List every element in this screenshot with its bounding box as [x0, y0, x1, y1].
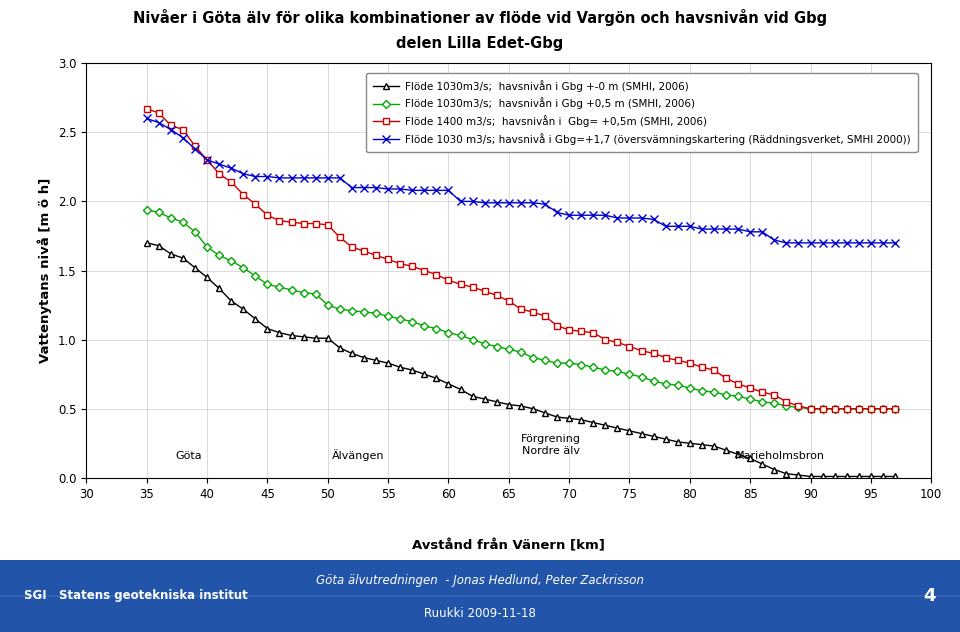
Flöde 1030 m3/s; havsnivå i Gbg=+1,7 (översvämningskartering (Räddningsverket, SMHI 2000)) — [491, 199, 502, 207]
Flöde 1030m3/s;  havsnivån i Gbg +0,5 m (SMHI, 2006) — [141, 206, 153, 214]
Flöde 1030 m3/s; havsnivå i Gbg=+1,7 (översvämningskartering (Räddningsverket, SMHI 2000)) — [877, 239, 889, 246]
Line: Flöde 1030 m3/s; havsnivå i Gbg=+1,7 (översvämningskartering (Räddningsverket, SMHI 2000)): Flöde 1030 m3/s; havsnivå i Gbg=+1,7 (öv… — [143, 114, 900, 247]
Flöde 1400 m3/s;  havsnivån i  Gbg= +0,5m (SMHI, 2006) — [660, 354, 671, 362]
Text: Ruukki 2009-11-18: Ruukki 2009-11-18 — [424, 607, 536, 620]
Flöde 1400 m3/s;  havsnivån i  Gbg= +0,5m (SMHI, 2006) — [877, 405, 889, 413]
Flöde 1030m3/s;  havsnivån i Gbg +0,5 m (SMHI, 2006) — [347, 307, 358, 314]
Flöde 1030m3/s;  havsnivån i Gbg +0,5 m (SMHI, 2006) — [877, 405, 889, 413]
Flöde 1030m3/s;  havsnivån i Gbg +-0 m (SMHI, 2006) — [347, 349, 358, 357]
Flöde 1400 m3/s;  havsnivån i  Gbg= +0,5m (SMHI, 2006) — [371, 252, 382, 259]
Flöde 1030m3/s;  havsnivån i Gbg +-0 m (SMHI, 2006) — [804, 473, 816, 480]
Text: Nivåer i Göta älv för olika kombinationer av flöde vid Vargön och havsnivån vid : Nivåer i Göta älv för olika kombinatione… — [132, 9, 828, 25]
Flöde 1400 m3/s;  havsnivån i  Gbg= +0,5m (SMHI, 2006) — [347, 243, 358, 251]
Text: 4: 4 — [924, 587, 936, 605]
Flöde 1030m3/s;  havsnivån i Gbg +-0 m (SMHI, 2006) — [660, 435, 671, 443]
Flöde 1030 m3/s; havsnivå i Gbg=+1,7 (översvämningskartering (Räddningsverket, SMHI 2000)) — [347, 184, 358, 191]
Flöde 1030m3/s;  havsnivån i Gbg +0,5 m (SMHI, 2006) — [516, 348, 527, 356]
Flöde 1030m3/s;  havsnivån i Gbg +-0 m (SMHI, 2006) — [877, 473, 889, 480]
Line: Flöde 1030m3/s;  havsnivån i Gbg +0,5 m (SMHI, 2006): Flöde 1030m3/s; havsnivån i Gbg +0,5 m (… — [144, 207, 898, 411]
Text: Göta: Göta — [176, 451, 203, 461]
Flöde 1030m3/s;  havsnivån i Gbg +-0 m (SMHI, 2006) — [516, 402, 527, 410]
Flöde 1400 m3/s;  havsnivån i  Gbg= +0,5m (SMHI, 2006) — [491, 291, 502, 299]
Text: Göta älvutredningen  - Jonas Hedlund, Peter Zackrisson: Göta älvutredningen - Jonas Hedlund, Pet… — [316, 574, 644, 586]
Line: Flöde 1030m3/s;  havsnivån i Gbg +-0 m (SMHI, 2006): Flöde 1030m3/s; havsnivån i Gbg +-0 m (S… — [143, 240, 899, 480]
Flöde 1400 m3/s;  havsnivån i  Gbg= +0,5m (SMHI, 2006) — [141, 105, 153, 112]
Text: Älvängen: Älvängen — [332, 449, 384, 461]
Flöde 1030m3/s;  havsnivån i Gbg +0,5 m (SMHI, 2006) — [660, 380, 671, 387]
Flöde 1030m3/s;  havsnivån i Gbg +-0 m (SMHI, 2006) — [141, 239, 153, 246]
Flöde 1400 m3/s;  havsnivån i  Gbg= +0,5m (SMHI, 2006) — [516, 305, 527, 313]
Flöde 1030m3/s;  havsnivån i Gbg +0,5 m (SMHI, 2006) — [804, 405, 816, 413]
Flöde 1030 m3/s; havsnivå i Gbg=+1,7 (översvämningskartering (Räddningsverket, SMHI 2000)) — [516, 199, 527, 207]
Flöde 1030m3/s;  havsnivån i Gbg +0,5 m (SMHI, 2006) — [371, 310, 382, 317]
Legend: Flöde 1030m3/s;  havsnivån i Gbg +-0 m (SMHI, 2006), Flöde 1030m3/s;  havsnivån : Flöde 1030m3/s; havsnivån i Gbg +-0 m (S… — [366, 73, 918, 152]
Text: delen Lilla Edet-Gbg: delen Lilla Edet-Gbg — [396, 36, 564, 51]
Flöde 1030 m3/s; havsnivå i Gbg=+1,7 (översvämningskartering (Räddningsverket, SMHI 2000)) — [141, 114, 153, 122]
Flöde 1030 m3/s; havsnivå i Gbg=+1,7 (översvämningskartering (Räddningsverket, SMHI 2000)) — [371, 184, 382, 191]
Flöde 1030m3/s;  havsnivån i Gbg +-0 m (SMHI, 2006) — [491, 398, 502, 406]
Flöde 1030m3/s;  havsnivån i Gbg +-0 m (SMHI, 2006) — [371, 356, 382, 364]
Text: Förgrening
Nordre älv: Förgrening Nordre älv — [521, 434, 581, 456]
X-axis label: Avstånd från Vänern [km]: Avstånd från Vänern [km] — [413, 540, 605, 552]
Flöde 1030 m3/s; havsnivå i Gbg=+1,7 (översvämningskartering (Räddningsverket, SMHI 2000)) — [780, 239, 792, 246]
Flöde 1400 m3/s;  havsnivån i  Gbg= +0,5m (SMHI, 2006) — [804, 405, 816, 413]
Y-axis label: Vattenytans nivå [m ö h]: Vattenytans nivå [m ö h] — [38, 178, 53, 363]
Flöde 1030m3/s;  havsnivån i Gbg +0,5 m (SMHI, 2006) — [889, 405, 900, 413]
Text: Marieholmsbron: Marieholmsbron — [735, 451, 826, 461]
Flöde 1030 m3/s; havsnivå i Gbg=+1,7 (översvämningskartering (Räddningsverket, SMHI 2000)) — [660, 222, 671, 230]
Flöde 1030m3/s;  havsnivån i Gbg +0,5 m (SMHI, 2006) — [491, 343, 502, 350]
Flöde 1030m3/s;  havsnivån i Gbg +-0 m (SMHI, 2006) — [889, 473, 900, 480]
Flöde 1400 m3/s;  havsnivån i  Gbg= +0,5m (SMHI, 2006) — [889, 405, 900, 413]
Line: Flöde 1400 m3/s;  havsnivån i  Gbg= +0,5m (SMHI, 2006): Flöde 1400 m3/s; havsnivån i Gbg= +0,5m … — [144, 106, 898, 411]
Flöde 1030 m3/s; havsnivå i Gbg=+1,7 (översvämningskartering (Räddningsverket, SMHI 2000)) — [889, 239, 900, 246]
Text: SGI   Statens geotekniska institut: SGI Statens geotekniska institut — [24, 590, 248, 602]
